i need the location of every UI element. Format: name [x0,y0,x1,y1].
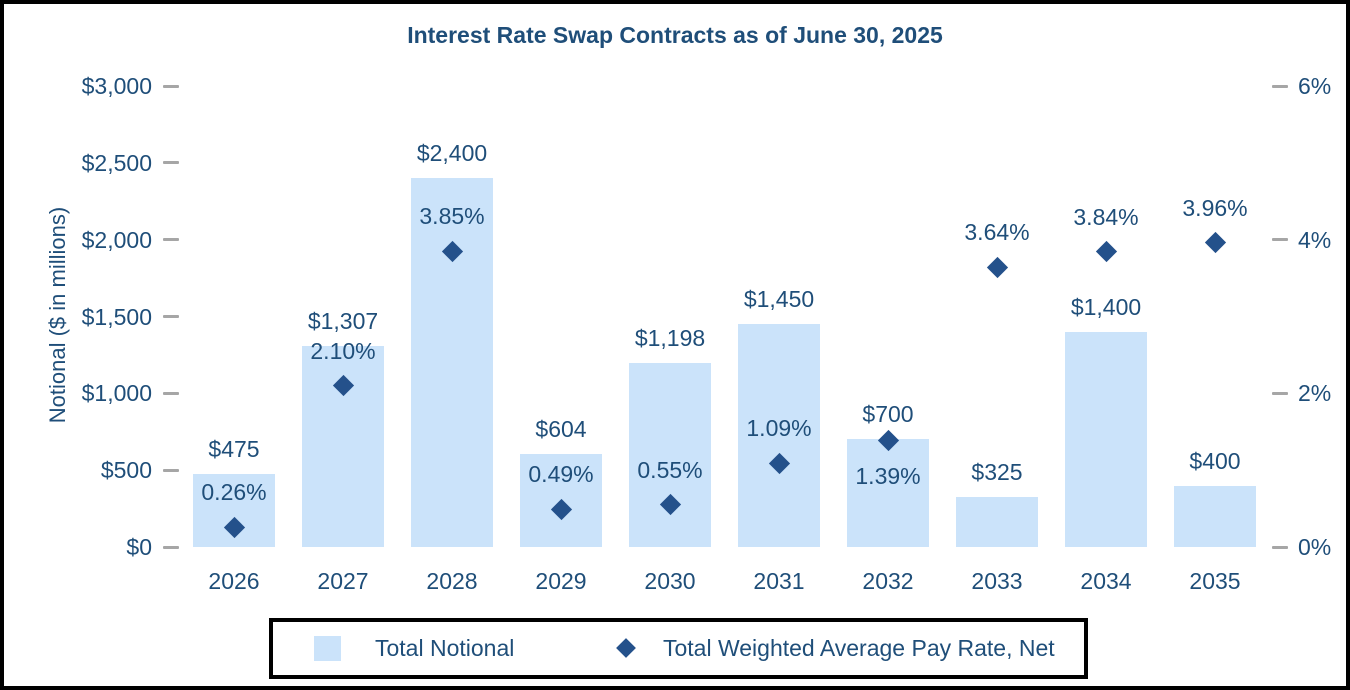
bar-value-label: $604 [535,416,587,443]
left-axis-tick-label: $2,500 [81,149,152,176]
bar-value-label: $325 [971,459,1023,486]
bar-value-label: $400 [1189,447,1241,474]
bar-value-label: $1,307 [307,308,379,335]
x-tick-label: 2026 [208,568,260,594]
pay-rate-label: 3.96% [1182,194,1248,221]
bar [956,497,1038,547]
left-axis-tick [163,545,179,549]
left-axis-tick-label: $3,000 [81,73,152,99]
right-axis-tick-label: 2% [1298,380,1332,407]
pay-rate-label: 1.39% [855,463,921,490]
left-axis-tick [163,315,179,318]
right-axis-tick [1272,238,1288,242]
bar-value-label: $700 [862,401,914,428]
bar-value-label: $1,400 [1070,293,1142,320]
bar-value-label: $2,400 [416,140,488,167]
legend: Total Notional Total Weighted Average Pa… [269,618,1088,679]
pay-rate-label: 3.85% [419,203,485,230]
legend-label-total-notional: Total Notional [375,635,515,661]
bar-value-label: $1,450 [743,286,815,313]
x-tick-label: 2032 [862,568,914,594]
bar-value-label: $1,198 [634,324,706,351]
pay-rate-label: 3.64% [964,219,1030,246]
pay-rate-marker [1095,241,1117,263]
bar [1174,485,1256,547]
pay-rate-label: 0.49% [528,461,594,488]
legend-diamond-icon [616,638,636,658]
bar [411,178,493,547]
left-axis-tick [163,468,179,472]
pay-rate-label: 3.84% [1073,203,1139,230]
left-axis-tick [163,84,179,88]
right-axis-tick [1272,84,1288,88]
x-tick-label: 2028 [426,568,478,594]
x-tick-label: 2029 [535,568,587,594]
pay-rate-label: 1.09% [746,415,812,442]
left-axis-tick [163,391,179,395]
x-tick-label: 2033 [971,568,1023,594]
right-axis-tick-label: 0% [1298,534,1332,560]
pay-rate-label: 2.10% [310,337,376,364]
bar [629,362,711,547]
x-tick-label: 2031 [753,568,805,594]
chart-title: Interest Rate Swap Contracts as of June … [407,22,943,48]
x-tick-label: 2035 [1189,568,1241,594]
legend-bar-swatch-icon [314,636,341,661]
pay-rate-marker [1204,232,1226,254]
left-axis-tick [163,161,179,165]
pay-rate-marker [986,256,1008,278]
bar [847,439,929,547]
left-axis-tick-label: $2,000 [81,226,152,253]
right-axis-tick [1272,391,1288,395]
legend-label-pay-rate: Total Weighted Average Pay Rate, Net [663,635,1055,661]
bar [738,324,820,547]
left-axis-tick [163,238,179,242]
left-axis-tick-label: $1,500 [81,303,152,330]
pay-rate-label: 0.26% [201,479,267,506]
pay-rate-label: 0.55% [637,456,703,483]
right-axis-tick-label: 4% [1298,226,1332,253]
bar-value-label: $475 [208,436,260,462]
bar [1065,331,1147,547]
right-axis-tick [1272,545,1288,549]
x-tick-label: 2027 [317,568,369,594]
left-axis-tick-label: $1,000 [81,380,152,407]
right-axis-tick-label: 6% [1298,73,1332,99]
left-axis-tick-label: $500 [100,457,152,484]
x-tick-label: 2030 [644,568,696,594]
left-axis-tick-label: $0 [126,534,152,560]
x-tick-label: 2034 [1080,568,1132,594]
